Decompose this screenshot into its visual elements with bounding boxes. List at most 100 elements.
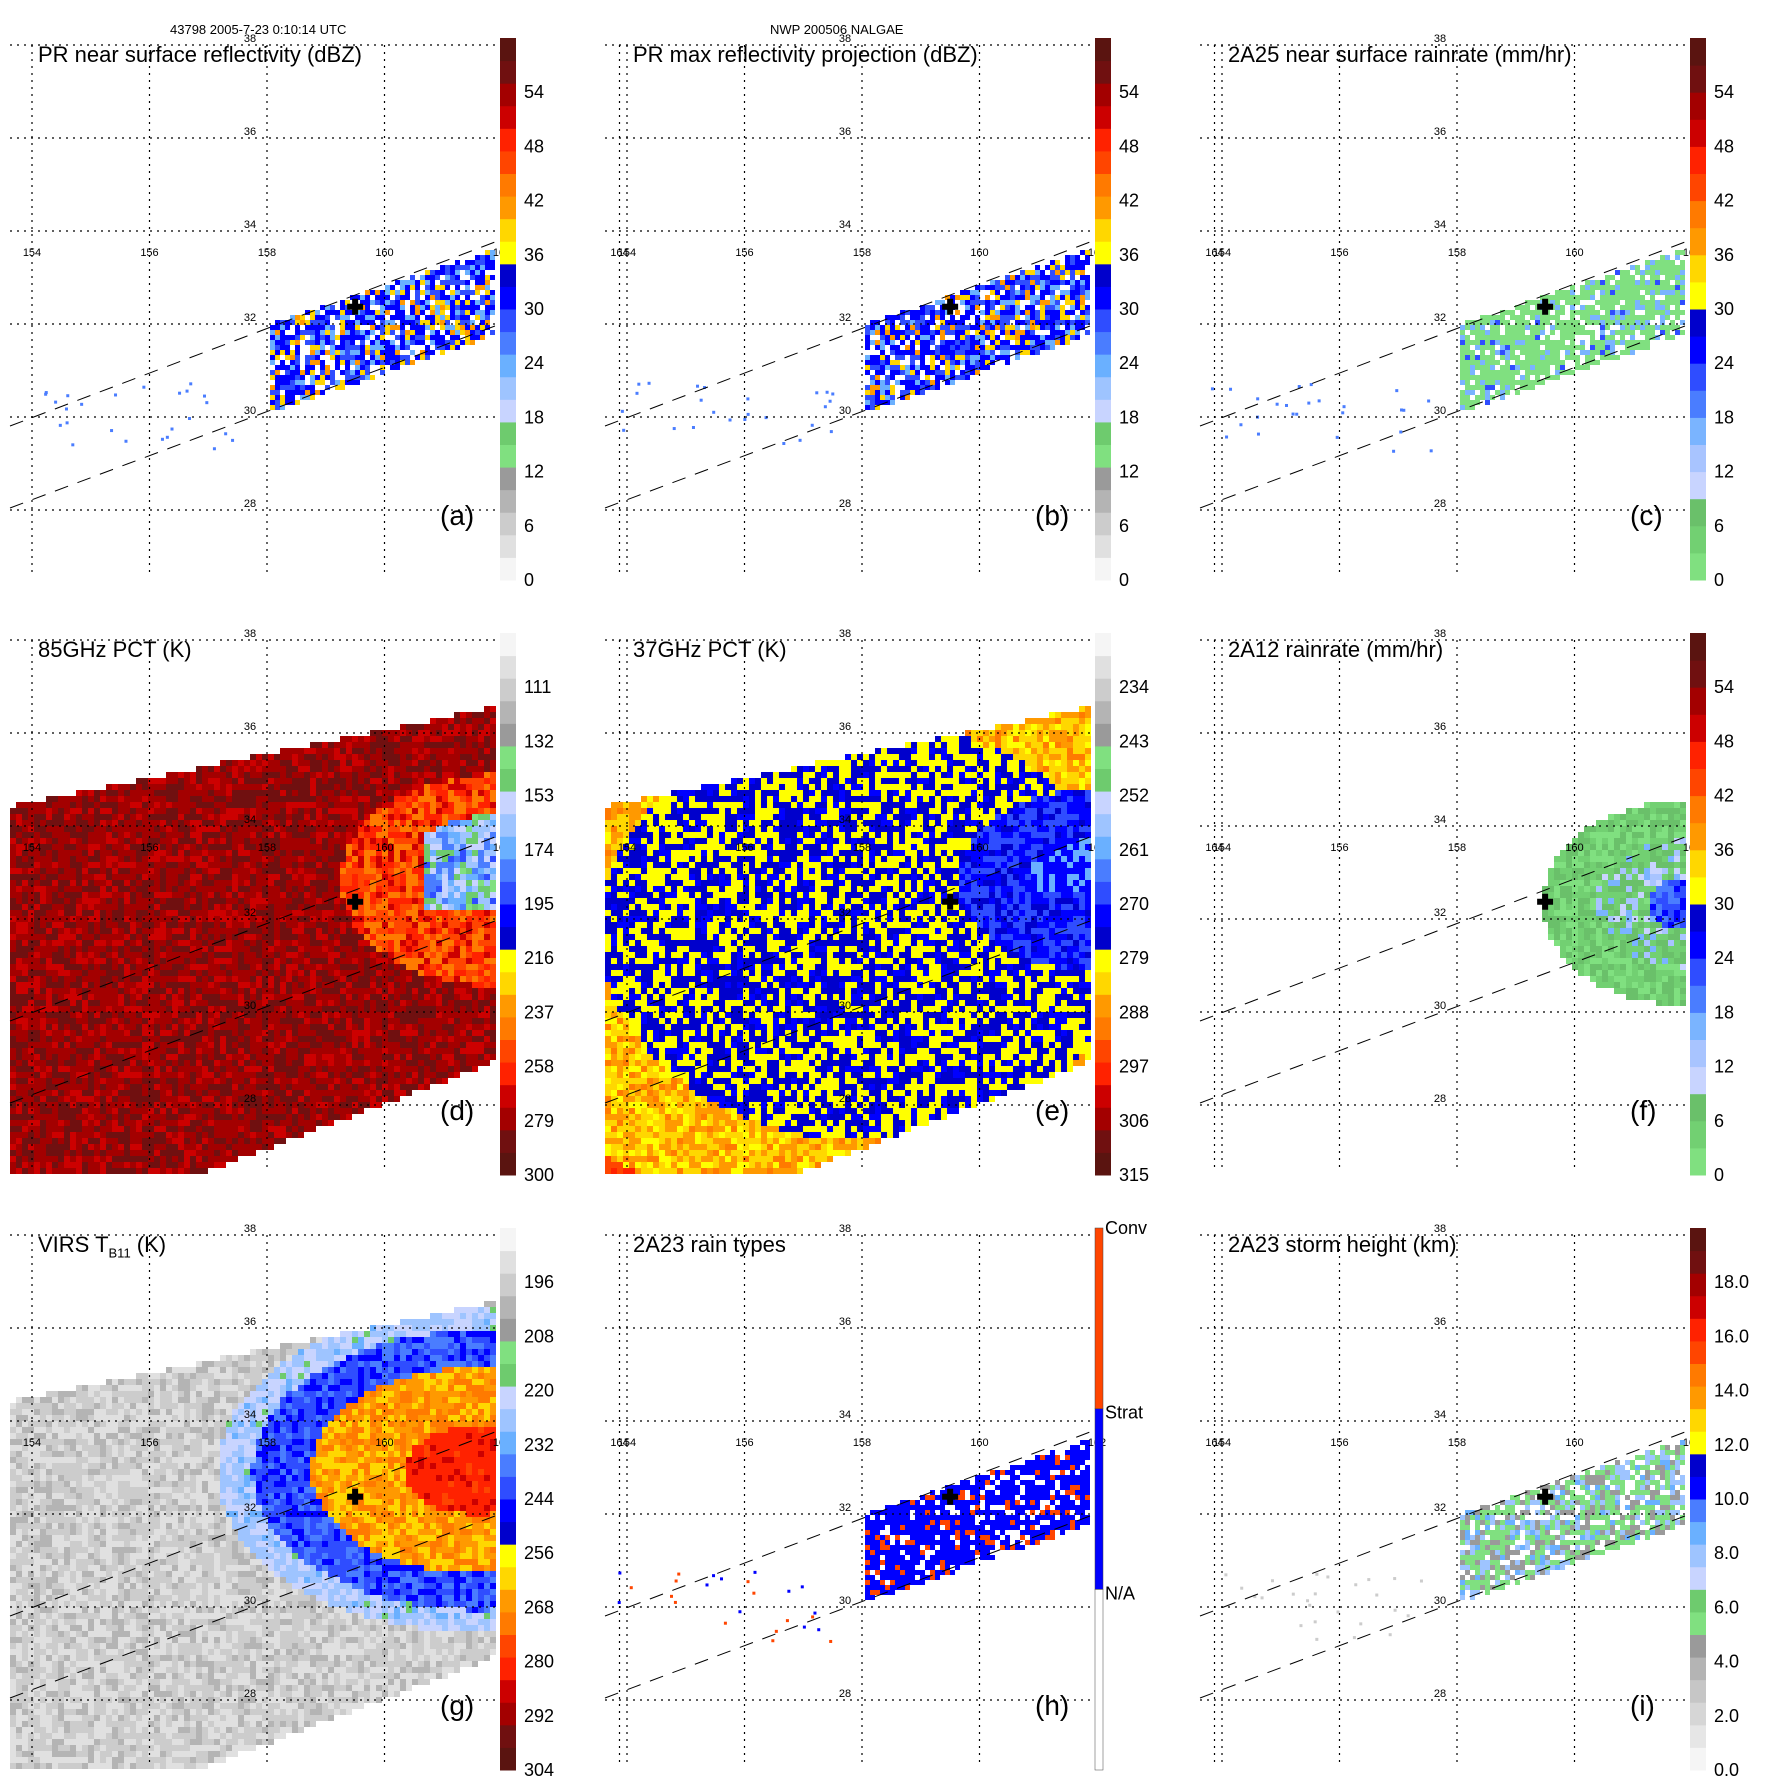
- data-cell: [142, 1102, 148, 1108]
- data-cell: [1030, 295, 1035, 300]
- data-cell: [10, 1006, 16, 1012]
- data-cell: [10, 982, 16, 988]
- data-cell: [10, 988, 16, 994]
- data-cell: [190, 934, 196, 940]
- data-cell: [355, 320, 360, 325]
- data-cell: [244, 760, 250, 766]
- colorbar-segment: [1095, 264, 1111, 287]
- data-cell: [160, 868, 166, 874]
- data-cell: [1015, 290, 1020, 295]
- data-cell: [178, 1024, 184, 1030]
- data-cell: [64, 814, 70, 820]
- data-cell: [880, 340, 885, 345]
- data-cell: [1660, 325, 1665, 330]
- data-cell: [184, 820, 190, 826]
- data-cell: [208, 952, 214, 958]
- data-cell: [1285, 404, 1288, 407]
- data-layer: [1211, 250, 1685, 453]
- data-cell: [214, 994, 220, 1000]
- data-cell: [455, 310, 460, 315]
- data-cell: [290, 380, 295, 385]
- data-cell: [270, 325, 275, 330]
- data-cell: [1660, 290, 1665, 295]
- data-cell: [365, 305, 370, 310]
- data-cell: [1640, 300, 1645, 305]
- data-cell: [22, 910, 28, 916]
- data-cell: [290, 385, 295, 390]
- data-cell: [1555, 375, 1560, 380]
- data-cell: [88, 1042, 94, 1048]
- data-cell: [256, 808, 262, 814]
- data-cell: [1025, 305, 1030, 310]
- data-cell: [1550, 315, 1555, 320]
- data-cell: [885, 365, 890, 370]
- data-cell: [490, 295, 495, 300]
- data-cell: [46, 802, 52, 808]
- data-cell: [875, 360, 880, 365]
- data-cell: [1475, 325, 1480, 330]
- data-cell: [1675, 295, 1680, 300]
- data-cell: [226, 1090, 232, 1096]
- data-cell: [360, 355, 365, 360]
- data-cell: [435, 290, 440, 295]
- data-cell: [1085, 315, 1090, 320]
- data-cell: [244, 1054, 250, 1060]
- colorbar-tick-label: 54: [1119, 82, 1139, 102]
- data-cell: [10, 934, 16, 940]
- data-cell: [52, 934, 58, 940]
- data-cell: [190, 868, 196, 874]
- data-cell: [94, 1006, 100, 1012]
- data-cell: [106, 922, 112, 928]
- data-cell: [130, 922, 136, 928]
- data-cell: [64, 898, 70, 904]
- data-cell: [40, 1030, 46, 1036]
- data-cell: [16, 832, 22, 838]
- data-cell: [100, 1120, 106, 1126]
- data-cell: [1055, 285, 1060, 290]
- panel-title-text: PR max reflectivity projection (dBZ): [633, 42, 978, 67]
- data-cell: [1040, 285, 1045, 290]
- data-cell: [1625, 305, 1630, 310]
- data-cell: [1080, 275, 1085, 280]
- data-cell: [390, 300, 395, 305]
- data-cell: [160, 934, 166, 940]
- data-cell: [208, 958, 214, 964]
- data-cell: [232, 1114, 238, 1120]
- data-cell: [172, 1066, 178, 1072]
- data-cell: [100, 988, 106, 994]
- data-cell: [94, 868, 100, 874]
- data-cell: [184, 1126, 190, 1132]
- data-cell: [1580, 315, 1585, 320]
- data-cell: [94, 826, 100, 832]
- data-cell: [990, 325, 995, 330]
- data-cell: [184, 838, 190, 844]
- data-cell: [250, 1012, 256, 1018]
- data-cell: [285, 350, 290, 355]
- data-cell: [22, 1096, 28, 1102]
- data-cell: [335, 365, 340, 370]
- data-cell: [58, 1150, 64, 1156]
- data-cell: [130, 940, 136, 946]
- data-cell: [112, 808, 118, 814]
- data-cell: [1070, 290, 1075, 295]
- data-cell: [58, 958, 64, 964]
- data-cell: [58, 1006, 64, 1012]
- data-cell: [1660, 315, 1665, 320]
- data-cell: [955, 330, 960, 335]
- data-cell: [40, 1042, 46, 1048]
- data-cell: [226, 808, 232, 814]
- data-cell: [1070, 260, 1075, 265]
- data-cell: [1600, 335, 1605, 340]
- data-cell: [94, 1114, 100, 1120]
- data-cell: [915, 380, 920, 385]
- data-cell: [1640, 295, 1645, 300]
- data-cell: [238, 970, 244, 976]
- data-cell: [410, 280, 415, 285]
- data-cell: [450, 345, 455, 350]
- data-cell: [130, 880, 136, 886]
- data-cell: [865, 355, 870, 360]
- data-cell: [136, 1018, 142, 1024]
- data-cell: [455, 335, 460, 340]
- data-cell: [238, 1120, 244, 1126]
- data-cell: [238, 1054, 244, 1060]
